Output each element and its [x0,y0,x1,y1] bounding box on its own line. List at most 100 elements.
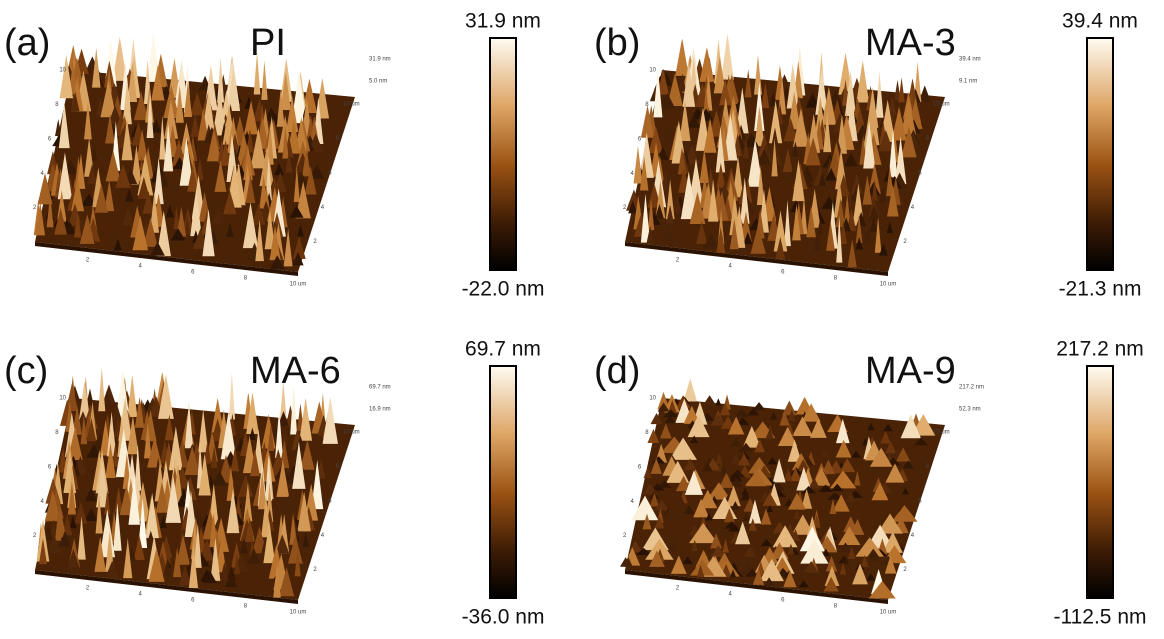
surface-peak [250,448,260,477]
surface-peak [689,191,706,225]
surface-peak [91,47,101,88]
surface-skirt [625,570,888,604]
surface-peak [783,570,797,588]
surface-peak [639,156,649,191]
surface-peak [675,395,691,409]
x-tick-label: 6 [781,270,785,276]
surface-peak [150,119,162,133]
surface-peak [695,549,712,568]
surface-peak [211,397,224,433]
surface-peak [121,118,133,161]
surface-peak [127,374,138,418]
surface-peak [787,409,796,421]
surface-peak [44,490,61,522]
surface-peak [230,446,240,472]
surface-peak [870,216,877,232]
surface-peak [207,474,215,488]
surface-peak [880,430,891,444]
surface-peak [720,464,728,474]
surface-peak [742,425,762,448]
surface-peak [73,212,82,238]
surface-peak [818,171,827,187]
surface-peak [835,198,846,228]
surface-peak [184,490,198,538]
surface-peak [650,483,665,491]
surface-peak [86,163,98,184]
surface-peak [247,547,261,564]
colorbar [489,365,517,599]
surface-peak [302,532,310,547]
side-tick-label: 8 [55,102,59,108]
surface-peak [647,197,655,231]
y-tick-label: 4 [321,533,325,539]
surface-peak [143,422,152,459]
surface-peak [202,209,215,257]
surface-peak [100,79,117,118]
surface-peak [122,80,132,125]
surface-peak [699,47,715,82]
y-tick-label: 10 um [343,430,360,436]
surface-peak [710,545,726,557]
surface-peak [705,513,713,521]
surface-peak [799,526,825,552]
surface-peak [137,176,150,199]
surface-peak [735,521,751,545]
surface-peak [94,183,109,213]
surface-peak [113,238,122,251]
surface-peak [642,483,658,495]
surface-peak [104,560,120,579]
surface-peak [669,437,697,460]
surface-peak [261,60,268,100]
surface-peak [628,200,638,214]
surface-peak [744,69,752,98]
surface-peak [102,389,113,407]
surface-peak [747,407,760,416]
colorbar-max: 69.7 nm [465,338,541,361]
surface-peak [736,417,750,425]
surface-peak [687,414,710,438]
surface-peak [816,218,824,235]
surface-peak [825,556,838,572]
surface-peak [865,573,876,581]
surface-peak [646,225,655,245]
x-tick-label: 2 [86,258,90,264]
surface-peak [72,405,82,435]
surface-peak [94,536,106,572]
y-tick-label: 10 um [933,430,950,436]
x-tick-label: 10 um [880,282,897,288]
panel-label: (a) [4,22,50,64]
surface-peak [821,459,836,475]
y-tick-label: 2 [903,567,907,573]
surface-peak [854,470,861,486]
surface-peak [716,162,726,188]
surface-peak [635,547,652,556]
surface-peak [108,104,122,124]
surface-peak [787,492,807,510]
surface-peak [856,60,870,103]
surface-peak [707,482,731,500]
surface-peak [657,402,670,412]
surface-peak [147,32,160,82]
z-axis-label: 9.1 nm [959,79,977,85]
side-tick-label: 2 [623,205,627,211]
surface-peak [868,204,881,222]
surface-peak [746,469,767,487]
side-tick-label: 6 [48,464,52,470]
surface-peak [216,537,227,573]
surface-peak [812,467,831,486]
surface-peak [803,561,819,573]
side-tick-label: 8 [55,430,59,436]
y-tick-label: 4 [911,533,915,539]
surface-peak [124,188,134,202]
surface-peak [243,145,253,181]
surface-peak [203,440,212,464]
surface-peak [783,117,798,142]
panel: (b) MA-3 2 4 6 8 10 um 2 4 6 8 10 um 2 4 6 8 10 39.4 nm 9.… [594,10,1141,301]
surface-peak [159,515,167,529]
surface-peak [842,555,849,565]
surface-peak [719,78,732,106]
surface-peak [719,472,734,488]
surface-peak [787,543,795,555]
surface-peak [693,498,709,518]
